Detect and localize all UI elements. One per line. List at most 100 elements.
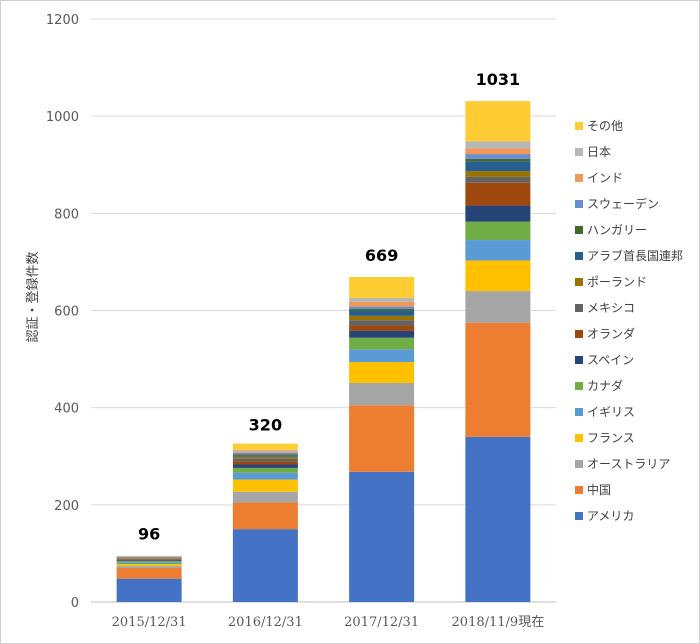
legend-swatch xyxy=(575,304,583,312)
bar-segment xyxy=(465,436,531,602)
bar-segment xyxy=(116,561,182,563)
x-tick-label: 2018/11/9現在 xyxy=(452,615,545,630)
bar-segment xyxy=(232,491,298,503)
y-tick-label: 200 xyxy=(54,499,79,514)
bar-segment xyxy=(465,171,531,177)
legend-label: フランス xyxy=(587,431,635,445)
legend-label: アラブ首長国連邦 xyxy=(587,248,683,263)
bar-segment xyxy=(349,330,415,338)
legend-swatch xyxy=(575,512,583,520)
bar-segment xyxy=(232,502,298,530)
legend-label: アメリカ xyxy=(587,509,634,523)
bar-segment xyxy=(349,405,415,472)
legend-swatch xyxy=(575,330,583,338)
bar-segment xyxy=(232,455,298,457)
bar-segment xyxy=(349,471,415,602)
y-tick-label: 1000 xyxy=(46,110,79,125)
bar-segment xyxy=(465,240,531,261)
legend-label: イギリス xyxy=(587,405,635,419)
bar-segment xyxy=(232,452,298,455)
legend-label: 日本 xyxy=(587,145,611,159)
bar-segment xyxy=(465,161,531,172)
legend-label: ポーランド xyxy=(587,275,647,289)
legend-label: スペイン xyxy=(587,353,634,367)
bar-segment xyxy=(232,451,298,453)
bar-segment xyxy=(465,322,531,437)
legend-swatch xyxy=(575,408,583,416)
bar-segment xyxy=(349,325,415,331)
y-tick-label: 800 xyxy=(54,207,79,222)
legend-swatch xyxy=(575,278,583,286)
bar-segment xyxy=(349,301,415,307)
bar-segment xyxy=(232,449,298,452)
bar-segment xyxy=(232,458,298,462)
total-label: 1031 xyxy=(476,70,521,89)
bar-segment xyxy=(465,291,531,323)
bar-segment xyxy=(349,349,415,362)
bar-segment xyxy=(465,101,531,142)
bar-segment xyxy=(116,567,182,579)
legend-swatch xyxy=(575,226,583,234)
bar-segment xyxy=(349,315,415,321)
legend-swatch xyxy=(575,356,583,364)
bar-segment xyxy=(232,454,298,456)
bar-segment xyxy=(349,297,415,302)
bar-segment xyxy=(116,566,182,568)
legend-swatch xyxy=(575,382,583,390)
bar-segment xyxy=(349,320,415,326)
bar-segment xyxy=(349,309,415,311)
legend-label: メキシコ xyxy=(587,301,635,315)
bar-segment xyxy=(465,221,531,241)
legend-swatch xyxy=(575,486,583,494)
bar-segment xyxy=(465,182,531,206)
bar-segment xyxy=(465,158,531,162)
y-axis-ticks: 0 200 400 600 800 1000 1200 xyxy=(46,13,79,611)
bar-segment xyxy=(349,306,415,310)
bar-segment xyxy=(232,467,298,473)
legend: その他日本インドスウェーデンハンガリーアラブ首長国連邦ポーランドメキシコオランダ… xyxy=(575,119,683,523)
gridlines xyxy=(91,18,556,603)
bar-segment xyxy=(349,361,415,383)
legend-swatch xyxy=(575,252,583,260)
bar-segment xyxy=(465,154,531,159)
legend-swatch xyxy=(575,148,583,156)
bar-segment xyxy=(116,560,182,562)
legend-label: スウェーデン xyxy=(587,196,659,211)
y-tick-label: 0 xyxy=(71,596,79,611)
bar-segment xyxy=(232,456,298,459)
legend-label: インド xyxy=(587,171,623,185)
total-label: 96 xyxy=(138,524,160,543)
legend-label: オーストラリア xyxy=(587,457,670,471)
bar-segment xyxy=(232,529,298,602)
legend-swatch xyxy=(575,174,583,182)
legend-label: 中国 xyxy=(587,482,611,497)
bar-segment xyxy=(232,479,298,492)
bar-segment xyxy=(465,205,531,222)
legend-swatch xyxy=(575,122,583,130)
legend-label: オランダ xyxy=(587,326,635,341)
bar-segment xyxy=(116,564,182,567)
bar-segment xyxy=(465,141,531,149)
x-axis-labels: 2015/12/31 2016/12/31 2017/12/31 2018/11/9現… xyxy=(112,615,545,630)
bar-segment xyxy=(232,461,298,465)
bar-segment xyxy=(465,260,531,292)
x-tick-label: 2015/12/31 xyxy=(112,615,187,630)
bar-segment xyxy=(232,472,298,480)
bar-segment xyxy=(116,578,182,602)
bar-segment xyxy=(349,382,415,406)
y-axis-title: 認証・登録件数 xyxy=(25,251,41,342)
legend-swatch xyxy=(575,460,583,468)
total-label: 320 xyxy=(249,416,282,435)
bar-segment xyxy=(232,443,298,450)
bar-segment xyxy=(465,176,531,183)
bar-segment xyxy=(349,310,415,316)
total-labels: 96 320 669 1031 xyxy=(138,70,520,543)
bars xyxy=(116,101,531,602)
legend-swatch xyxy=(575,200,583,208)
bar-segment xyxy=(116,562,182,565)
bar-segment xyxy=(349,337,415,350)
x-tick-label: 2017/12/31 xyxy=(344,615,419,630)
y-tick-label: 1200 xyxy=(46,13,79,28)
